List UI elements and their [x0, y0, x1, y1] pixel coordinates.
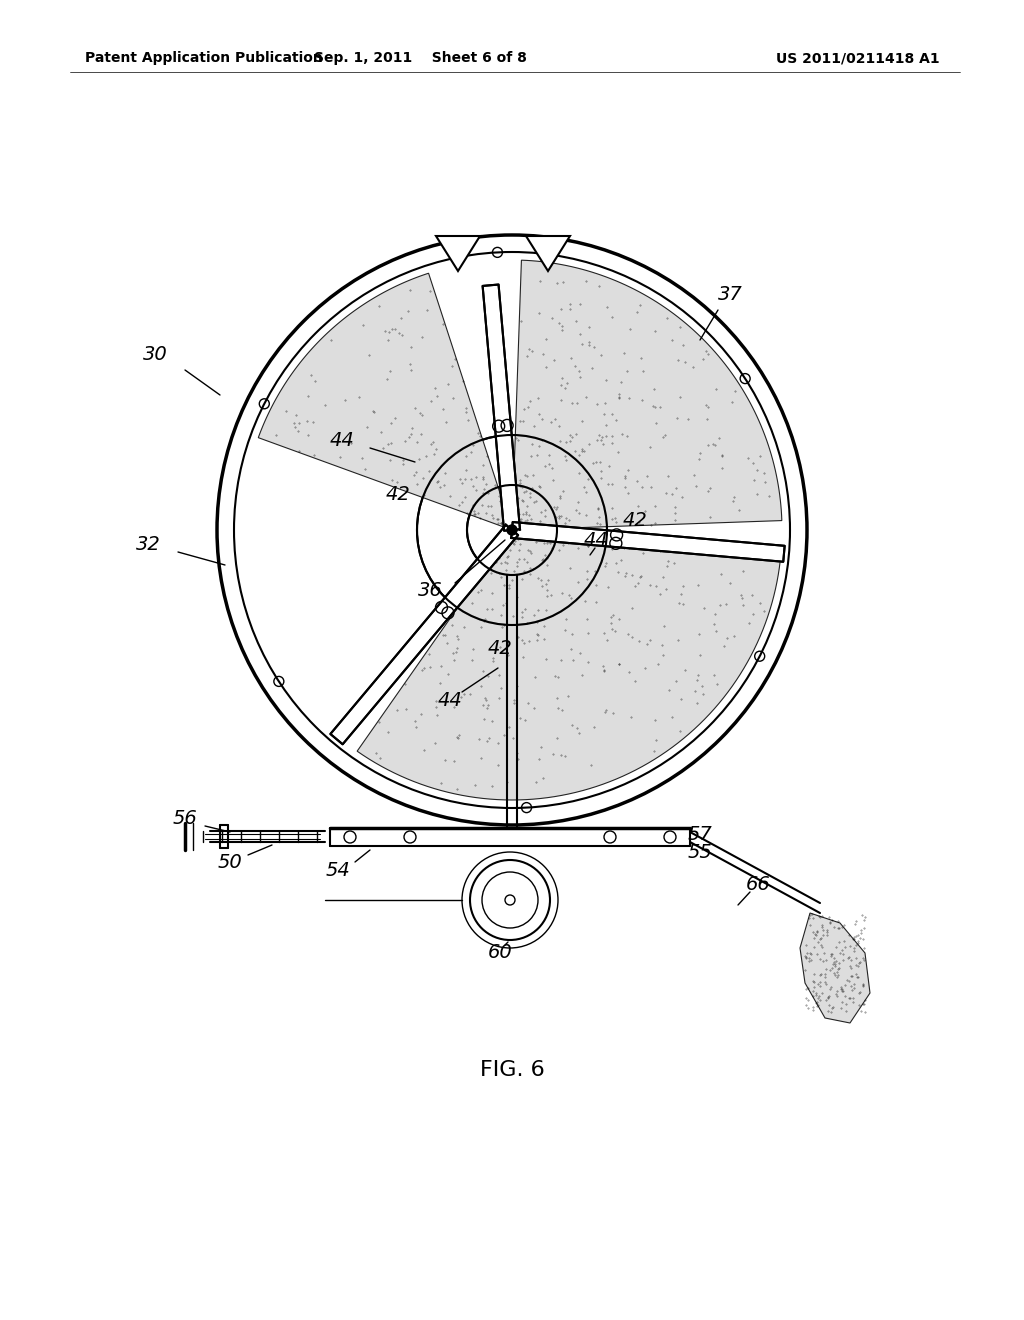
Text: Patent Application Publication: Patent Application Publication [85, 51, 323, 65]
Polygon shape [331, 525, 518, 744]
Polygon shape [511, 521, 784, 562]
Text: 37: 37 [718, 285, 742, 305]
Text: 42: 42 [386, 486, 411, 504]
Polygon shape [331, 525, 518, 744]
Text: FIG. 6: FIG. 6 [479, 1060, 545, 1080]
Polygon shape [512, 260, 782, 531]
Text: 57: 57 [688, 825, 713, 845]
Text: US 2011/0211418 A1: US 2011/0211418 A1 [776, 51, 940, 65]
Text: 54: 54 [326, 861, 350, 879]
Text: Sep. 1, 2011    Sheet 6 of 8: Sep. 1, 2011 Sheet 6 of 8 [313, 51, 526, 65]
Polygon shape [258, 273, 512, 531]
Text: 50: 50 [218, 853, 243, 871]
Text: 44: 44 [584, 531, 608, 549]
Text: 32: 32 [135, 536, 161, 554]
Text: 44: 44 [437, 690, 463, 710]
Circle shape [507, 525, 517, 535]
Text: 56: 56 [173, 808, 198, 828]
Text: 36: 36 [418, 581, 442, 599]
Polygon shape [800, 913, 870, 1023]
Text: 30: 30 [142, 346, 167, 364]
Circle shape [507, 525, 517, 535]
Polygon shape [357, 531, 781, 800]
Polygon shape [526, 236, 570, 271]
Text: 55: 55 [688, 843, 713, 862]
Text: 42: 42 [623, 511, 647, 529]
Text: 42: 42 [487, 639, 512, 657]
Text: 66: 66 [745, 875, 770, 895]
Text: 44: 44 [330, 430, 354, 450]
Polygon shape [511, 521, 784, 562]
Polygon shape [436, 236, 480, 271]
Text: 60: 60 [487, 944, 512, 962]
Polygon shape [482, 285, 520, 531]
Polygon shape [482, 285, 520, 531]
